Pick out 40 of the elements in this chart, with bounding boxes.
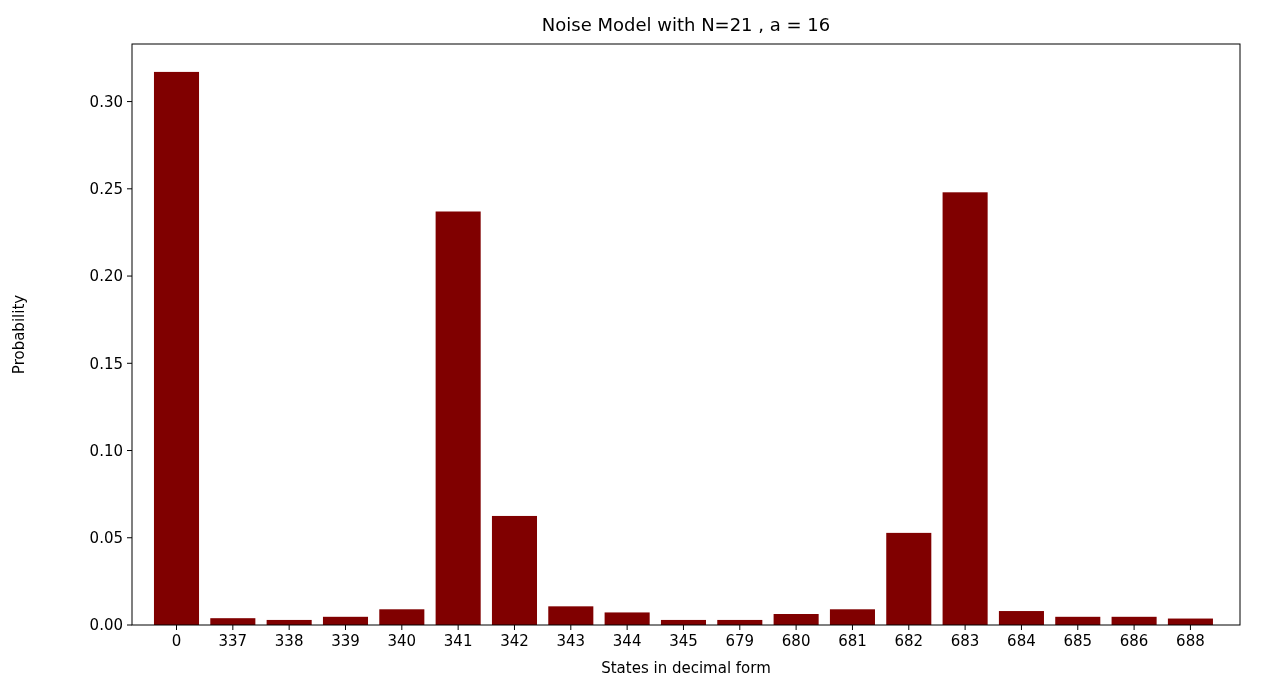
x-tick-label: 344 [612, 632, 642, 650]
x-tick-label: 339 [331, 632, 360, 650]
x-tick-label: 686 [1119, 632, 1149, 650]
x-tick-label: 679 [725, 632, 755, 650]
bar [491, 515, 538, 625]
bar [435, 211, 481, 625]
y-tick-label: 0.20 [89, 267, 123, 286]
x-tick-label: 681 [838, 632, 867, 650]
bar [548, 606, 594, 625]
bar [379, 609, 425, 625]
bar [942, 192, 988, 625]
bar [829, 609, 875, 625]
x-tick-label: 345 [669, 632, 698, 650]
chart-title: Noise Model with N=21 , a = 16 [541, 14, 831, 35]
bar [998, 611, 1044, 625]
x-tick-label: 684 [1007, 632, 1036, 650]
x-tick-label: 680 [781, 632, 811, 650]
y-tick-label: 0.15 [89, 354, 123, 373]
x-tick-label: 340 [387, 632, 417, 650]
y-tick-label: 0.10 [89, 441, 123, 460]
y-tick-label: 0.30 [89, 92, 123, 111]
bar [886, 532, 932, 625]
y-tick-label: 0.25 [89, 180, 123, 199]
x-tick-label: 0 [171, 632, 182, 650]
x-tick-label: 337 [218, 632, 248, 650]
x-tick-label: 343 [556, 632, 586, 650]
y-tick-label: 0.05 [89, 529, 123, 548]
x-tick-label: 341 [443, 632, 473, 650]
bar [773, 614, 819, 625]
y-axis-title: Probability [10, 294, 28, 375]
x-tick-label: 685 [1063, 632, 1093, 650]
y-tick-label: 0.00 [89, 616, 123, 635]
x-axis-title: States in decimal form [601, 659, 771, 677]
bar [604, 612, 650, 625]
bar [153, 71, 200, 625]
x-tick-label: 682 [894, 632, 924, 650]
x-tick-label: 342 [500, 632, 529, 650]
x-tick-label: 688 [1176, 632, 1205, 650]
x-tick-label: 338 [274, 632, 304, 650]
x-tick-label: 683 [950, 632, 980, 650]
